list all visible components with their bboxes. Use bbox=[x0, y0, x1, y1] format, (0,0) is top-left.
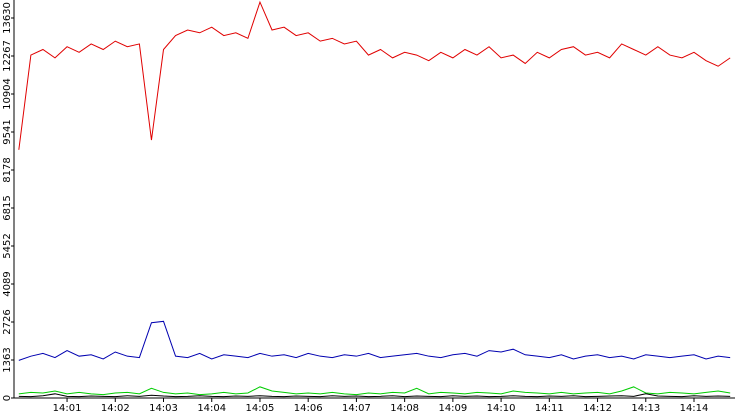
y-tick-label: 0 bbox=[2, 395, 13, 401]
y-tick-label: 6815 bbox=[2, 195, 13, 220]
x-tick-label: 14:14 bbox=[680, 403, 709, 414]
x-tick-label: 14:01 bbox=[53, 403, 82, 414]
y-tick-label: 1363 bbox=[2, 347, 13, 372]
x-tick-label: 14:05 bbox=[246, 403, 275, 414]
series-line bbox=[18, 386, 731, 396]
x-tick-label: 14:08 bbox=[390, 403, 419, 414]
x-tick-label: 14:11 bbox=[535, 403, 564, 414]
y-tick-label: 13630 bbox=[2, 2, 13, 34]
x-tick-label: 14:13 bbox=[631, 403, 660, 414]
x-tick-label: 14:02 bbox=[101, 403, 130, 414]
y-tick-label: 5452 bbox=[2, 233, 13, 258]
y-tick-label: 2726 bbox=[2, 309, 13, 334]
x-tick-label: 14:04 bbox=[197, 403, 226, 414]
y-tick-label: 9541 bbox=[2, 119, 13, 144]
y-tick-label: 10904 bbox=[2, 78, 13, 110]
x-tick-label: 14:06 bbox=[294, 403, 323, 414]
x-tick-label: 14:03 bbox=[149, 403, 178, 414]
x-tick-label: 14:12 bbox=[583, 403, 612, 414]
y-tick-label: 12267 bbox=[2, 40, 13, 72]
y-tick-label: 4089 bbox=[2, 271, 13, 296]
x-tick-label: 14:10 bbox=[487, 403, 516, 414]
y-tick-label: 8178 bbox=[2, 157, 13, 182]
series-line bbox=[18, 320, 731, 361]
series-line bbox=[18, 393, 731, 398]
x-tick-label: 14:07 bbox=[342, 403, 371, 414]
x-tick-label: 14:09 bbox=[438, 403, 467, 414]
series-line bbox=[18, 0, 731, 150]
